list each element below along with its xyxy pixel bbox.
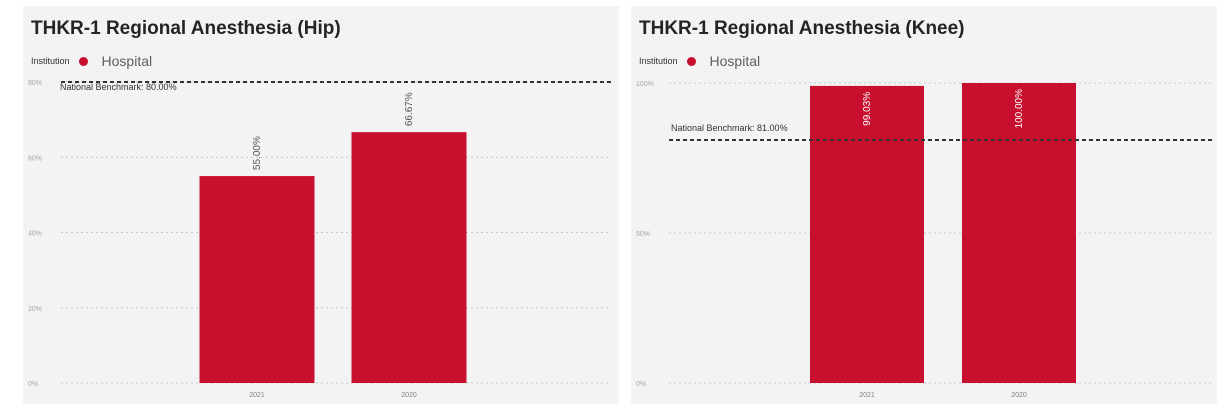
legend-marker-icon <box>78 56 88 66</box>
bar <box>810 85 924 383</box>
plot-area: 0% 50% 100% 2021 99.03% 2020 100.00% National B… <box>636 81 1213 399</box>
x-tick-label: 2021 <box>859 392 875 399</box>
y-tick-label: 80% <box>28 80 42 87</box>
x-tick-label: 2020 <box>401 392 417 399</box>
y-tick-label: 60% <box>28 155 42 162</box>
chart-title: THKR-1 Regional Anesthesia (Knee) <box>639 18 965 39</box>
legend-title: Institution <box>31 56 70 66</box>
legend-series-label[interactable]: Hospital <box>709 53 761 69</box>
y-tick-label: 0% <box>636 381 646 388</box>
legend-title: Institution <box>639 56 678 66</box>
x-tick-label: 2020 <box>1011 392 1027 399</box>
data-label: 55.00% <box>252 136 263 170</box>
data-label: 100.00% <box>1014 89 1025 129</box>
bar <box>199 176 315 383</box>
legend[interactable]: Institution Hospital <box>31 53 152 69</box>
benchmark-label: National Benchmark: 80.00% <box>60 82 177 92</box>
legend-marker-icon <box>686 56 696 66</box>
legend-series-label[interactable]: Hospital <box>101 53 153 69</box>
data-label: 66.67% <box>404 92 415 126</box>
y-tick-label: 0% <box>28 381 38 388</box>
x-tick-label: 2021 <box>249 392 265 399</box>
chart-panel-hip: THKR-1 Regional Anesthesia (Hip) Institu… <box>23 6 619 404</box>
benchmark-label: National Benchmark: 81.00% <box>671 123 788 133</box>
y-tick-label: 40% <box>28 231 42 238</box>
data-label: 99.03% <box>862 92 873 126</box>
legend[interactable]: Institution Hospital <box>639 53 760 69</box>
chart-panel-knee: THKR-1 Regional Anesthesia (Knee) Instit… <box>631 6 1217 404</box>
y-tick-label: 100% <box>636 81 654 88</box>
y-tick-label: 20% <box>28 306 42 313</box>
chart-title: THKR-1 Regional Anesthesia (Hip) <box>31 18 341 39</box>
plot-area: 0% 20% 40% 60% 80% 2021 55.00% 2020 66.67% Nation… <box>28 80 611 399</box>
y-tick-label: 50% <box>636 231 650 238</box>
bar <box>962 83 1076 383</box>
bar <box>351 132 467 383</box>
